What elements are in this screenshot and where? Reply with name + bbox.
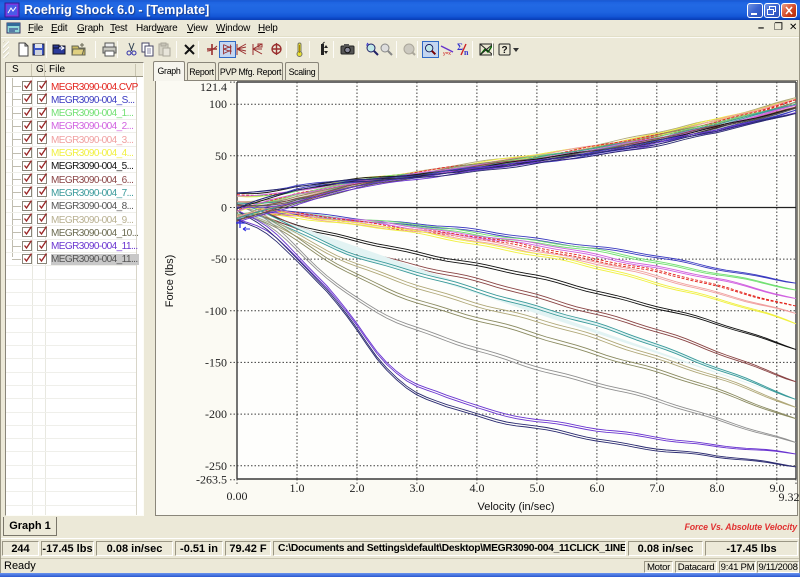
svg-text:100: 100 bbox=[209, 97, 227, 111]
svg-text:9.0: 9.0 bbox=[770, 481, 785, 495]
svg-text:6.0: 6.0 bbox=[590, 481, 605, 495]
svg-text:2.0: 2.0 bbox=[350, 481, 365, 495]
svg-text:-250: -250 bbox=[205, 459, 227, 473]
svg-text:-150: -150 bbox=[205, 355, 227, 369]
svg-text:50: 50 bbox=[215, 149, 227, 163]
svg-text:Velocity (in/sec): Velocity (in/sec) bbox=[477, 501, 554, 513]
svg-text:121.4: 121.4 bbox=[200, 80, 227, 94]
svg-text:n: n bbox=[464, 48, 469, 57]
svg-text:y=x: y=x bbox=[443, 51, 451, 57]
svg-text:5.0: 5.0 bbox=[530, 481, 545, 495]
svg-text:-263.5: -263.5 bbox=[196, 473, 227, 487]
svg-text:Force (lbs): Force (lbs) bbox=[164, 255, 176, 308]
svg-text:1.0: 1.0 bbox=[290, 481, 305, 495]
svg-text:0.00: 0.00 bbox=[227, 489, 248, 503]
svg-text:7.0: 7.0 bbox=[650, 481, 665, 495]
svg-text:0: 0 bbox=[221, 201, 227, 215]
svg-text:-100: -100 bbox=[205, 304, 227, 318]
svg-text:3.0: 3.0 bbox=[410, 481, 425, 495]
svg-text:4.0: 4.0 bbox=[470, 481, 485, 495]
svg-text:8.0: 8.0 bbox=[710, 481, 725, 495]
svg-text:?: ? bbox=[502, 45, 508, 56]
svg-text:-50: -50 bbox=[211, 252, 227, 266]
svg-text:9.32: 9.32 bbox=[779, 490, 800, 504]
svg-text:Σ: Σ bbox=[457, 42, 463, 52]
svg-text:-200: -200 bbox=[205, 407, 227, 421]
